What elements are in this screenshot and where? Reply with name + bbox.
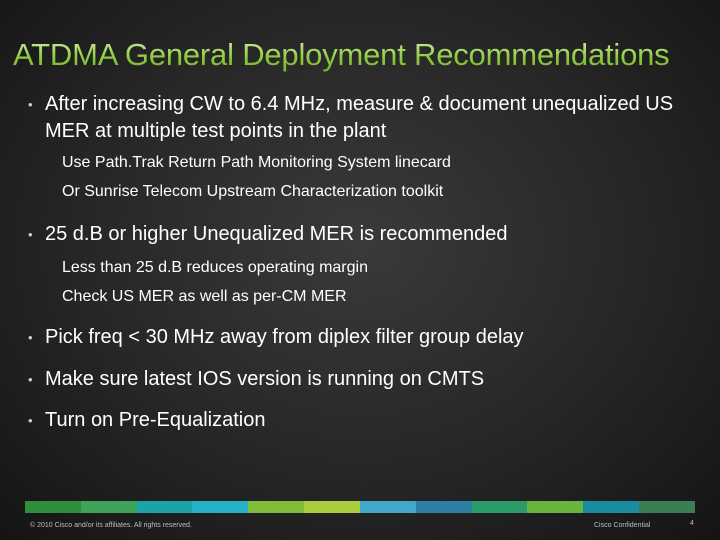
bullet-item: • Make sure latest IOS version is runnin… [28,366,688,393]
footer-bar-segment [471,501,528,513]
sub-bullet-item: Less than 25 d.B reduces operating margi… [62,259,368,276]
footer-bar-segment [527,501,584,513]
bullet-item: • Turn on Pre-Equalization [28,407,688,434]
footer-bar-segment [304,501,360,513]
sub-bullet-item: Use Path.Trak Return Path Monitoring Sys… [62,154,451,171]
footer-bar-segment [136,501,193,513]
footer-bar-segment [359,501,416,513]
bullet-item: • Pick freq < 30 MHz away from diplex fi… [28,324,688,351]
footer-copyright: © 2010 Cisco and/or its affiliates. All … [30,522,192,529]
bullet-dot-icon: • [28,97,33,112]
bullet-item: • After increasing CW to 6.4 MHz, measur… [28,91,688,145]
bullet-dot-icon: • [28,413,33,428]
footer-bar-segment [583,501,640,513]
bullet-dot-icon: • [28,227,33,242]
page-number: 4 [690,520,694,527]
bullet-dot-icon: • [28,372,33,387]
bullet-text: Make sure latest IOS version is running … [45,368,485,390]
bullet-text: After increasing CW to 6.4 MHz, measure … [45,93,674,142]
footer-bar-segment [415,501,472,513]
slide-title: ATDMA General Deployment Recommendations [13,37,713,72]
footer-bar-segment [248,501,305,513]
footer-color-bar [25,501,695,513]
sub-bullet-item: Or Sunrise Telecom Upstream Characteriza… [62,183,444,200]
footer-bar-segment [80,501,137,513]
slide-content: • After increasing CW to 6.4 MHz, measur… [28,91,688,434]
footer-bar-segment [192,501,249,513]
footer-bar-segment [639,501,695,513]
bullet-dot-icon: • [28,330,33,345]
footer-confidential: Cisco Confidential [594,522,651,529]
bullet-text: 25 d.B or higher Unequalized MER is reco… [45,223,508,245]
bullet-text: Pick freq < 30 MHz away from diplex filt… [45,326,524,348]
bullet-text: Turn on Pre-Equalization [45,409,266,431]
bullet-item: • 25 d.B or higher Unequalized MER is re… [28,221,688,248]
sub-bullet-item: Check US MER as well as per-CM MER [62,288,347,305]
footer-bar-segment [25,501,81,513]
